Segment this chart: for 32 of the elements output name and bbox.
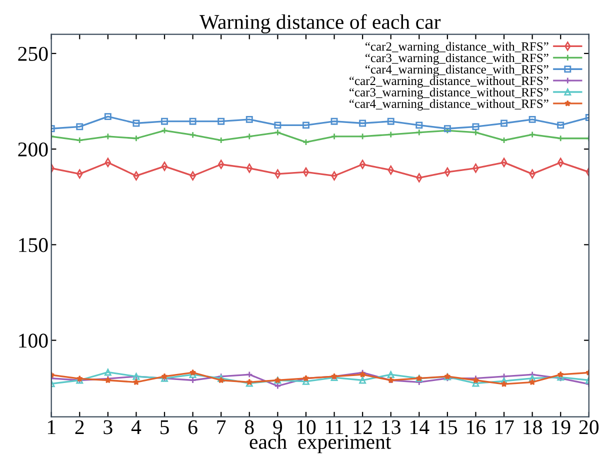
x-tick-label: 18 xyxy=(524,420,542,434)
x-tick-label: 13 xyxy=(382,420,400,434)
chart-title: Warning distance of each car xyxy=(200,14,441,34)
x-tick-label: 11 xyxy=(326,420,344,434)
x-tick-label: 6 xyxy=(188,420,198,434)
legend-label: “car2_warning_distance_without_RFS” xyxy=(350,76,548,88)
x-tick-label: 3 xyxy=(104,420,112,434)
x-tick-label: 10 xyxy=(297,420,316,434)
x-tick-label: 2 xyxy=(75,420,84,434)
x-tick-label: 8 xyxy=(244,420,254,434)
x-tick-label: 12 xyxy=(354,420,372,434)
x-tick-label: 7 xyxy=(217,420,226,434)
x-tick-label: 19 xyxy=(552,420,570,434)
legend-label: “car4_warning_distance_without_RFS” xyxy=(350,99,548,111)
x-tick-label: 1 xyxy=(48,420,56,434)
y-tick-label: 100 xyxy=(19,334,48,348)
x-tick-label: 4 xyxy=(131,420,142,434)
x-axis-title: each experiment xyxy=(250,434,392,454)
x-tick-label: 20 xyxy=(579,420,599,434)
x-tick-label: 5 xyxy=(160,420,169,434)
x-tick-label: 15 xyxy=(438,420,458,434)
y-tick-label: 150 xyxy=(19,238,48,252)
y-tick-label: 250 xyxy=(18,46,48,61)
x-tick-label: 14 xyxy=(410,420,430,434)
legend-label: “car4_warning_distance_with_RFS” xyxy=(366,64,548,76)
x-tick-label: 9 xyxy=(273,420,282,434)
y-tick-label: 200 xyxy=(18,142,48,157)
x-tick-label: 17 xyxy=(495,420,514,434)
legend-label: “car3_warning_distance_without_RFS” xyxy=(350,88,548,100)
x-tick-label: 16 xyxy=(467,420,486,434)
legend-label: “car3_warning_distance_with_RFS” xyxy=(366,53,548,65)
legend-label: “car2_warning_distance_with_RFS” xyxy=(366,42,548,54)
